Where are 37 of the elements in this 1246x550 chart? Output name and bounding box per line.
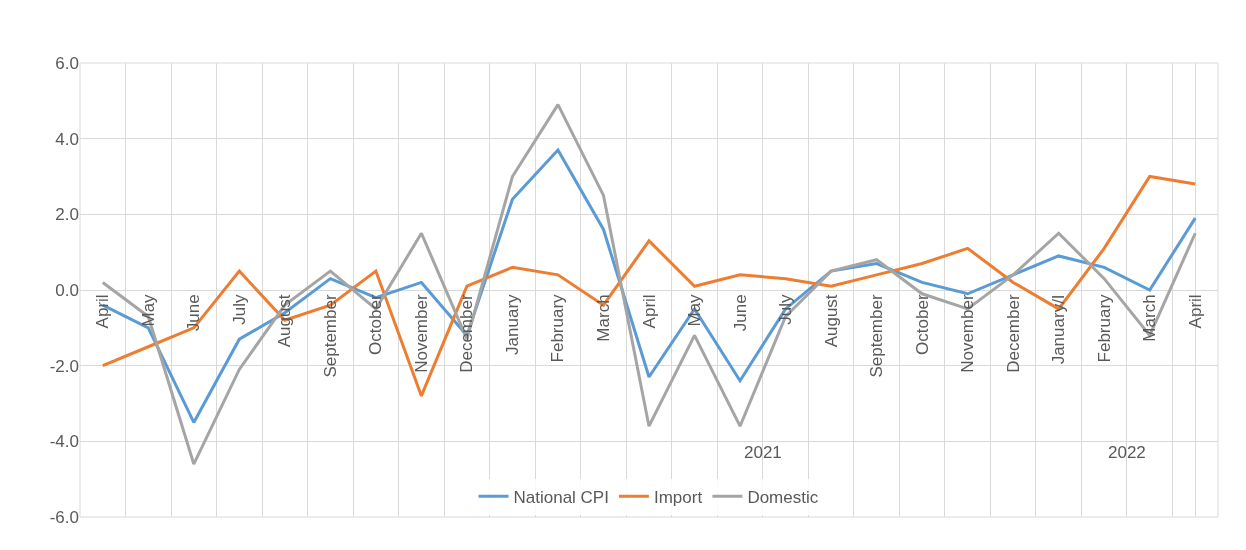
x-tick-label: December <box>1003 294 1023 373</box>
annotation: 2022 <box>1108 443 1146 462</box>
x-tick-label: October <box>912 294 932 355</box>
y-tick-label: -4.0 <box>49 432 79 452</box>
x-tick-label: September <box>867 294 887 378</box>
x-tick-label: May <box>685 293 705 327</box>
y-tick-label: 6.0 <box>55 53 79 73</box>
y-tick-label: -2.0 <box>49 356 79 376</box>
x-tick-label: August <box>275 294 295 348</box>
x-tick-label: January <box>502 293 522 355</box>
x-tick-label: September <box>320 294 340 378</box>
x-tick-label: May <box>138 293 158 327</box>
x-tick-label: June <box>730 294 750 332</box>
y-tick-label: 2.0 <box>55 205 79 225</box>
x-tick-label: August <box>821 294 841 348</box>
x-tick-label: November <box>958 294 978 373</box>
legend-label: Import <box>653 487 703 507</box>
x-tick-label: July <box>229 293 249 325</box>
x-tick-label: December <box>457 294 477 373</box>
y-tick-label: 4.0 <box>55 129 79 149</box>
x-tick-label: February <box>548 293 568 363</box>
x-tick-label: October <box>366 294 386 355</box>
y-tick-label: 0.0 <box>55 280 79 300</box>
x-tick-label: March <box>594 294 614 342</box>
x-tick-label: April <box>639 294 659 329</box>
x-tick-label: November <box>411 294 431 373</box>
x-tick-label: April <box>1185 294 1205 329</box>
x-tick-label: June <box>184 294 204 332</box>
x-tick-label: April <box>93 294 113 329</box>
y-tick-label: -6.0 <box>49 507 79 527</box>
x-tick-label: January/I <box>1049 294 1069 365</box>
x-tick-label: July <box>776 293 796 325</box>
x-tick-label: February <box>1094 293 1114 363</box>
annotation: 2021 <box>744 443 782 462</box>
legend-label: National CPI <box>513 487 609 507</box>
x-tick-label: March <box>1140 294 1160 342</box>
legend-label: Domestic <box>747 487 819 507</box>
